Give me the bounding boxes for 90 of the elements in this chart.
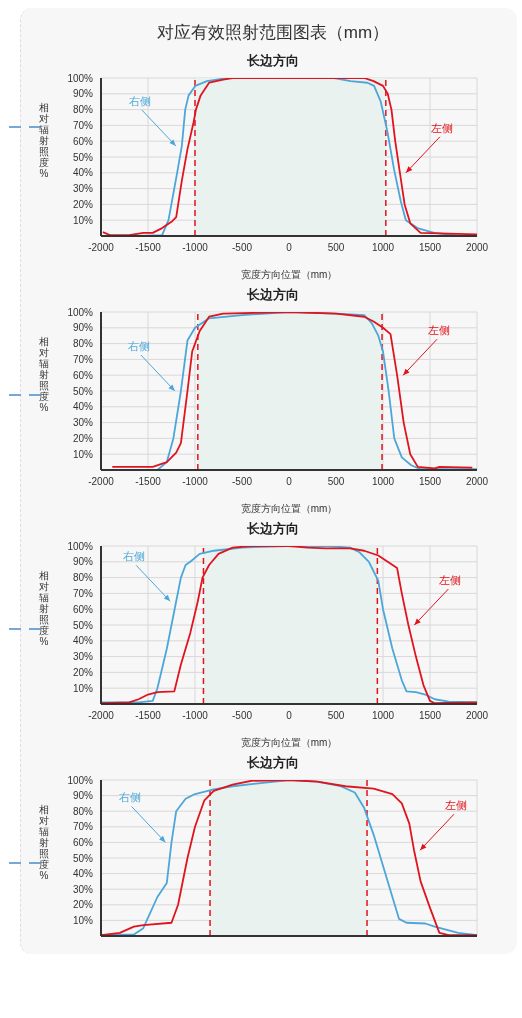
x-tick-label: 1000 (371, 242, 395, 254)
x-axis-title: 宽度方向位置（mm） (240, 737, 338, 748)
x-tick-label: 1500 (418, 710, 442, 722)
y-tick-label: 30% (72, 651, 94, 663)
text: 右侧 (128, 94, 151, 107)
y-tick-label: 40% (72, 167, 94, 179)
x-tick-label: 1500 (418, 476, 442, 488)
text: 左侧 (439, 574, 462, 586)
y-tick-label: 10% (72, 448, 94, 460)
text: 左侧 (428, 324, 451, 337)
y-tick-label: 70% (72, 353, 94, 365)
y-tick-label: 60% (72, 135, 94, 147)
y-tick-label: 100% (67, 306, 94, 318)
line-series (101, 780, 477, 936)
line-series (101, 78, 477, 236)
y-tick-label: 70% (72, 821, 94, 833)
x-tick-label: 2000 (465, 242, 489, 254)
y-tick-label: 90% (72, 88, 94, 100)
x-tick-label: 0 (286, 710, 293, 722)
y-tick-label: 60% (72, 603, 94, 615)
y-tick-label: 80% (72, 805, 94, 817)
y-axis-title: 相对辐射照度% (39, 102, 49, 179)
text: 右侧 (123, 550, 146, 563)
y-tick-label: 20% (72, 666, 94, 678)
x-tick-label: 1000 (371, 710, 395, 722)
y-tick-label: 20% (72, 432, 94, 444)
x-tick-label: 500 (327, 242, 345, 254)
x-tick-label: -1000 (182, 710, 209, 722)
y-tick-label: 10% (72, 682, 94, 694)
y-tick-label: 30% (72, 417, 94, 429)
text: 左侧 (430, 121, 453, 134)
y-tick-label: 60% (72, 369, 94, 381)
text: 右侧 (127, 340, 150, 352)
chart-title: 长边方向 (246, 286, 300, 304)
y-tick-label: 50% (72, 619, 94, 631)
y-tick-label: 80% (72, 572, 94, 584)
y-tick-label: 90% (72, 322, 94, 334)
y-tick-label: 70% (72, 119, 94, 131)
y-tick-label: 30% (72, 183, 94, 195)
y-tick-label: 100% (67, 774, 94, 786)
x-tick-label: -2000 (88, 476, 115, 488)
y-axis-title: 相对辐射照度% (39, 336, 49, 413)
chart-title: 长边方向 (246, 754, 300, 772)
y-axis-title: 相对辐射照度% (39, 804, 49, 881)
x-tick-label: -1500 (135, 476, 162, 488)
y-tick-label: 90% (72, 790, 94, 802)
y-tick-label: 90% (72, 556, 94, 568)
y-tick-label: 60% (72, 836, 94, 848)
y-tick-label: 70% (72, 587, 94, 599)
chart-subtitle: 长边方向 (246, 52, 300, 70)
y-tick-label: 80% (72, 338, 94, 350)
x-tick-label: -1000 (182, 476, 209, 488)
y-tick-label: 80% (72, 104, 94, 116)
y-tick-label: 10% (72, 214, 94, 226)
x-tick-label: -1000 (182, 242, 209, 254)
y-tick-label: 30% (72, 883, 94, 895)
x-tick-label: 1500 (418, 242, 442, 254)
x-tick-label: 2000 (465, 710, 489, 722)
x-tick-label: -1500 (135, 242, 162, 254)
x-tick-label: 2000 (465, 476, 489, 488)
x-tick-label: -2000 (88, 710, 115, 722)
text: 右侧 (118, 791, 141, 804)
y-tick-label: 20% (72, 198, 94, 210)
y-tick-label: 20% (72, 899, 94, 911)
x-tick-label: -2000 (88, 242, 115, 254)
x-tick-label: -500 (231, 242, 253, 254)
y-tick-label: 100% (67, 72, 94, 84)
x-axis-title: 宽度方向位置（mm） (240, 503, 338, 514)
x-tick-label: -500 (231, 710, 253, 722)
y-tick-label: 40% (72, 868, 94, 880)
line-series (101, 546, 477, 704)
x-tick-label: 1000 (371, 476, 395, 488)
y-tick-label: 50% (72, 151, 94, 163)
chart-title: 长边方向 (246, 520, 300, 538)
y-axis-title: 相对辐射照度% (39, 570, 49, 647)
x-tick-label: 0 (286, 242, 293, 254)
x-tick-label: 500 (327, 710, 345, 722)
y-tick-label: 40% (72, 635, 94, 647)
chart-title: 对应有效照射范围图表（mm） (155, 22, 391, 44)
y-tick-label: 50% (72, 852, 94, 864)
y-tick-label: 10% (72, 914, 94, 926)
y-tick-label: 100% (67, 540, 94, 552)
x-axis-title: 宽度方向位置（mm） (240, 269, 338, 280)
x-tick-label: 0 (286, 476, 293, 488)
x-tick-label: -500 (231, 476, 253, 488)
y-tick-label: 40% (72, 401, 94, 413)
y-tick-label: 50% (72, 385, 94, 397)
x-tick-label: 500 (327, 476, 345, 488)
x-tick-label: -1500 (135, 710, 162, 722)
text: 左侧 (445, 799, 468, 812)
